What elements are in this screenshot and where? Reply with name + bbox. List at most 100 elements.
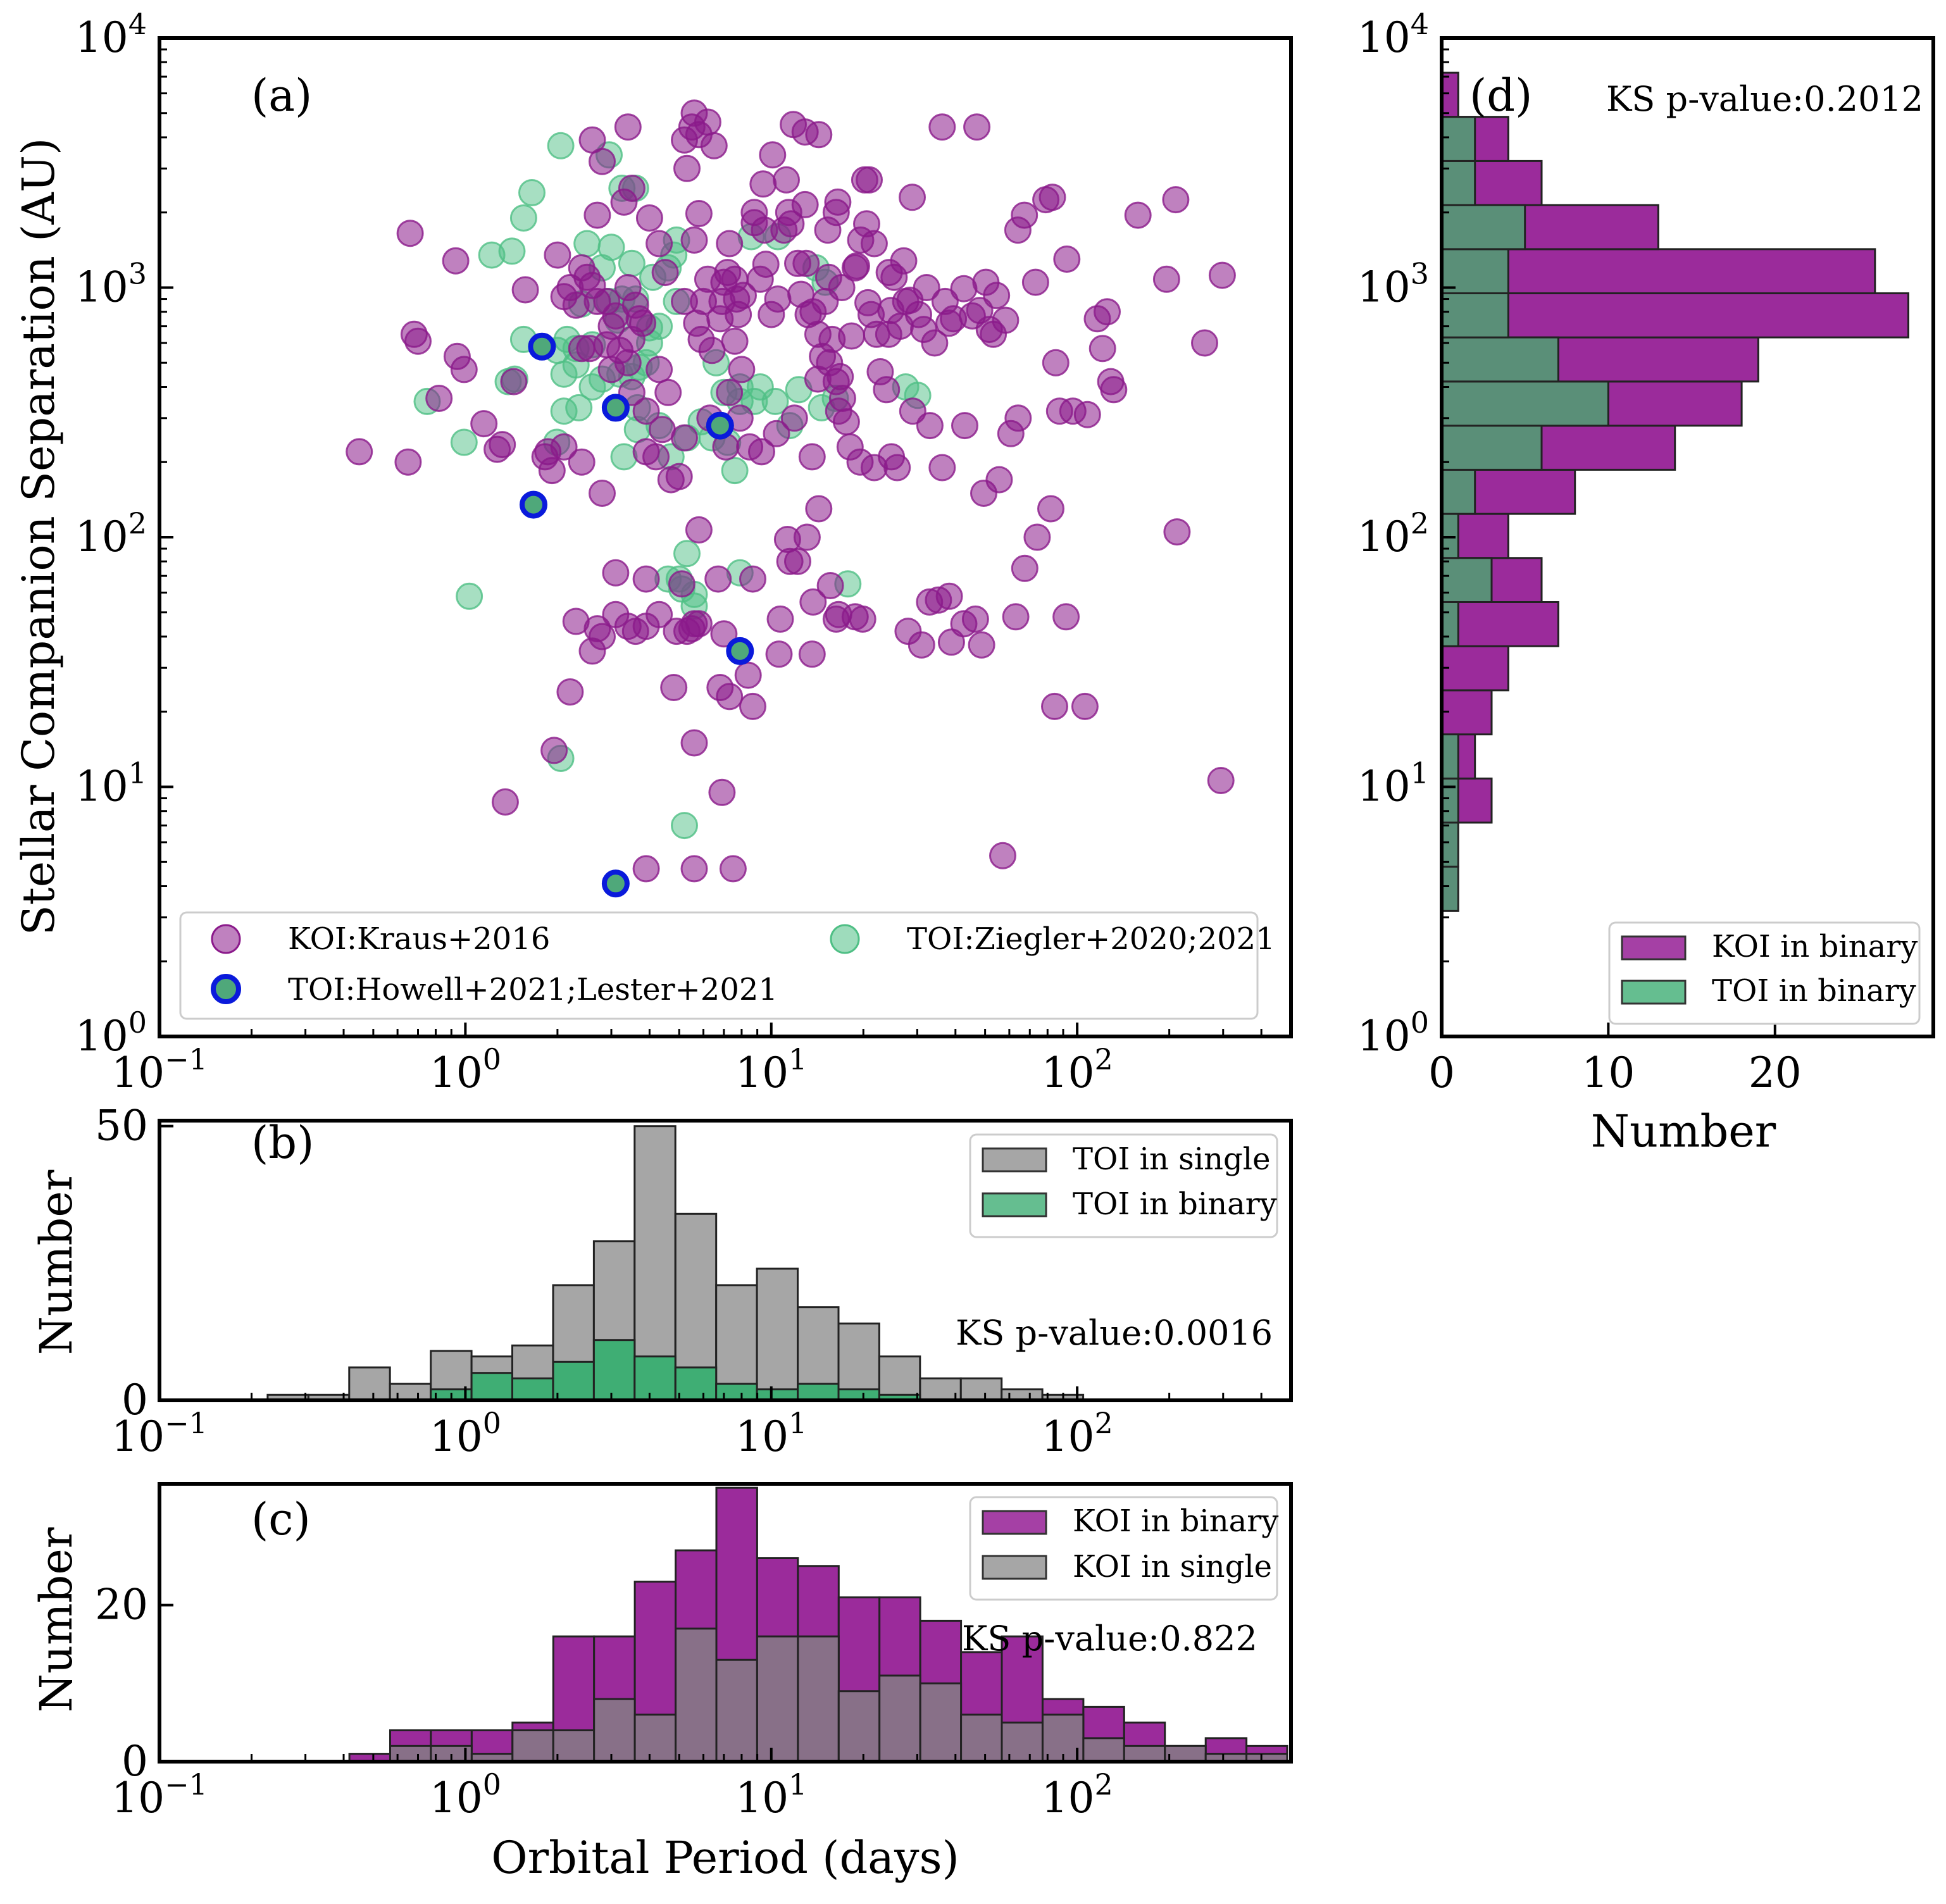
koi-point bbox=[710, 620, 738, 648]
legend-label-binary-c: KOI in binary bbox=[1073, 1503, 1278, 1539]
toi-hbar bbox=[1440, 292, 1509, 339]
koi-point bbox=[1011, 554, 1038, 582]
y-axis-label: Stellar Companion Separation (AU) bbox=[13, 138, 65, 936]
koi-point bbox=[568, 448, 596, 476]
koi-point bbox=[716, 230, 744, 258]
koi-point bbox=[849, 605, 876, 633]
koi-point bbox=[723, 285, 751, 313]
koi-point bbox=[632, 438, 660, 466]
koi-point bbox=[646, 230, 673, 258]
binary-bar bbox=[633, 1355, 677, 1402]
koi-point bbox=[511, 276, 539, 304]
koi-point bbox=[825, 397, 852, 425]
binary-bar bbox=[592, 1339, 636, 1402]
koi-point bbox=[1207, 767, 1235, 794]
x-axis-label: Orbital Period (days) bbox=[491, 1832, 959, 1884]
koi-point bbox=[1002, 603, 1030, 631]
koi-point bbox=[700, 132, 728, 159]
ks-text-b: KS p-value:0.0016 bbox=[956, 1313, 1273, 1353]
koi-point bbox=[838, 322, 866, 350]
toi-point bbox=[721, 457, 749, 485]
toi-point bbox=[671, 812, 698, 840]
koi-point bbox=[716, 683, 744, 711]
single-bar bbox=[756, 1635, 799, 1763]
koi-point bbox=[719, 855, 747, 883]
c-y-tick-label: 0 bbox=[122, 1737, 148, 1786]
toi-hbar bbox=[1440, 116, 1476, 162]
koi-point bbox=[1163, 518, 1191, 546]
koi-point bbox=[685, 516, 713, 544]
single-bar bbox=[552, 1729, 596, 1763]
koi-point bbox=[716, 378, 744, 406]
toi-hbar bbox=[1440, 425, 1543, 471]
koi-point bbox=[773, 166, 800, 194]
koi-point bbox=[698, 337, 726, 364]
d-y-tick-label: 100 bbox=[1357, 1005, 1429, 1061]
c-x-tick-label: 101 bbox=[735, 1767, 807, 1822]
d-x-tick-label: 0 bbox=[1428, 1048, 1455, 1097]
koi-point bbox=[816, 349, 844, 376]
koi-hbar bbox=[1440, 645, 1509, 692]
single-bar bbox=[1164, 1745, 1207, 1763]
koi-point bbox=[618, 325, 646, 353]
panel-b-frame bbox=[158, 1119, 1293, 1402]
koi-point bbox=[921, 329, 949, 357]
single-bar bbox=[593, 1698, 636, 1763]
koi-point bbox=[1023, 523, 1051, 551]
koi-point bbox=[873, 376, 901, 404]
legend-d: KOI in binary TOI in binary bbox=[1608, 921, 1921, 1025]
koi-point bbox=[544, 241, 571, 269]
koi-point bbox=[734, 661, 762, 689]
toi-point bbox=[610, 443, 638, 471]
single-bar bbox=[389, 1383, 432, 1402]
histogram-panel-d: 0 10 20 100 101 102 103 104 (d) KS p-value:0.2… bbox=[1357, 7, 1935, 1157]
koi-point bbox=[646, 356, 673, 383]
koi-point bbox=[765, 640, 793, 668]
y-axis-ticks: 100 101 102 103 104 bbox=[75, 7, 173, 1061]
a-x-tick-label: 10−1 bbox=[111, 1042, 208, 1097]
single-bar bbox=[797, 1635, 840, 1763]
koi-point bbox=[828, 274, 856, 301]
d-y-tick-label: 104 bbox=[1357, 7, 1429, 62]
a-y-tick-label: 100 bbox=[75, 1005, 147, 1061]
koi-point bbox=[583, 201, 611, 229]
koi-point bbox=[875, 320, 902, 348]
koi-point bbox=[489, 431, 516, 459]
koi-point bbox=[500, 368, 528, 395]
toi_hl-point bbox=[706, 411, 734, 440]
y-axis-label-c: Number bbox=[30, 1527, 82, 1712]
koi-point bbox=[1042, 349, 1070, 376]
legend-box-d bbox=[1608, 921, 1921, 1025]
toi_hl-point bbox=[601, 394, 630, 422]
histogram-panel-c: 10−1 100 101 102 0 20 (c) Number KOI in bina… bbox=[30, 1482, 1293, 1884]
koi-point bbox=[1052, 603, 1080, 631]
koi-point bbox=[950, 610, 978, 638]
toi-point bbox=[456, 582, 483, 610]
a-y-tick-label: 104 bbox=[75, 7, 147, 62]
b-x-tick-label: 100 bbox=[430, 1406, 501, 1461]
koi-point bbox=[793, 523, 821, 551]
a-y-tick-label: 103 bbox=[75, 257, 147, 312]
single-bar bbox=[960, 1714, 1003, 1763]
koi-point bbox=[680, 226, 708, 254]
single-bar bbox=[715, 1658, 758, 1763]
ks-text-d: KS p-value:0.2012 bbox=[1606, 79, 1923, 119]
a-x-tick-label: 100 bbox=[430, 1042, 501, 1097]
koi-point bbox=[798, 640, 826, 668]
koi-point bbox=[680, 610, 708, 638]
koi-point bbox=[752, 251, 780, 278]
koi-point bbox=[556, 678, 584, 706]
koi-point bbox=[1071, 692, 1099, 720]
single-bar bbox=[756, 1267, 799, 1402]
koi-point bbox=[404, 327, 432, 355]
koi-point bbox=[763, 420, 790, 447]
c-x-tick-label: 10−1 bbox=[111, 1767, 208, 1822]
single-bar bbox=[919, 1682, 963, 1763]
koi-point bbox=[883, 454, 911, 482]
koi-point bbox=[396, 220, 424, 247]
koi-point bbox=[1004, 404, 1032, 432]
binary-bar bbox=[470, 1372, 513, 1402]
single-bar bbox=[1001, 1721, 1044, 1763]
single-bar bbox=[1082, 1737, 1125, 1763]
koi-point bbox=[665, 463, 693, 490]
